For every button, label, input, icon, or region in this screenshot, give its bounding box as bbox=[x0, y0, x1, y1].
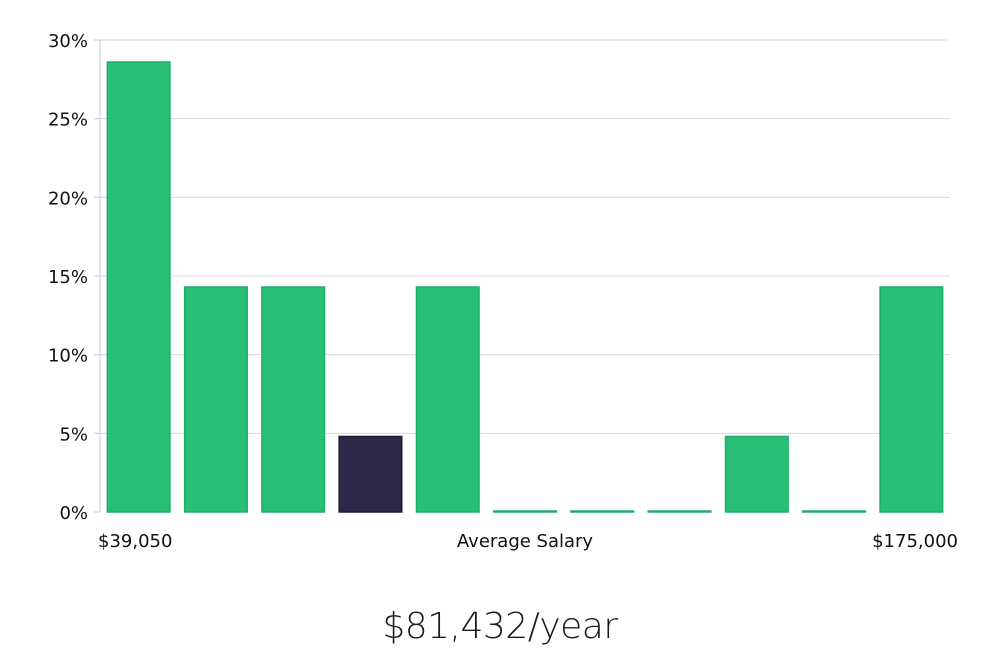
bar bbox=[183, 286, 248, 513]
bar bbox=[492, 510, 558, 513]
y-tick-label: 10% bbox=[48, 346, 88, 367]
x-label-average-salary: Average Salary bbox=[457, 531, 594, 552]
y-tick-label: 15% bbox=[48, 267, 88, 288]
salary-histogram: 0% 5% 10% 15% 20% 25% 30% $39,050 Average Sala… bbox=[48, 31, 958, 552]
bar bbox=[106, 61, 171, 513]
bar bbox=[570, 510, 635, 513]
y-tick-label: 30% bbox=[48, 31, 88, 52]
bar-highlighted bbox=[338, 435, 403, 513]
bar-layer bbox=[106, 61, 944, 513]
axis-layer: 0% 5% 10% 15% 20% 25% 30% bbox=[48, 31, 101, 524]
average-salary-value: $81,432/year bbox=[382, 606, 618, 647]
y-tick-label: 5% bbox=[59, 424, 88, 445]
y-tick-label: 0% bbox=[59, 503, 88, 524]
x-label-max: $175,000 bbox=[872, 531, 958, 552]
bar bbox=[879, 286, 944, 513]
x-label-min: $39,050 bbox=[98, 531, 172, 552]
bar bbox=[647, 510, 712, 513]
y-tick-label: 25% bbox=[48, 110, 88, 131]
bar bbox=[724, 435, 789, 513]
bar bbox=[261, 286, 326, 513]
bar bbox=[415, 286, 480, 513]
y-tick-label: 20% bbox=[48, 188, 88, 209]
histogram-svg: 0% 5% 10% 15% 20% 25% 30% $39,050 Average Sala… bbox=[48, 31, 958, 552]
bar bbox=[802, 510, 867, 513]
